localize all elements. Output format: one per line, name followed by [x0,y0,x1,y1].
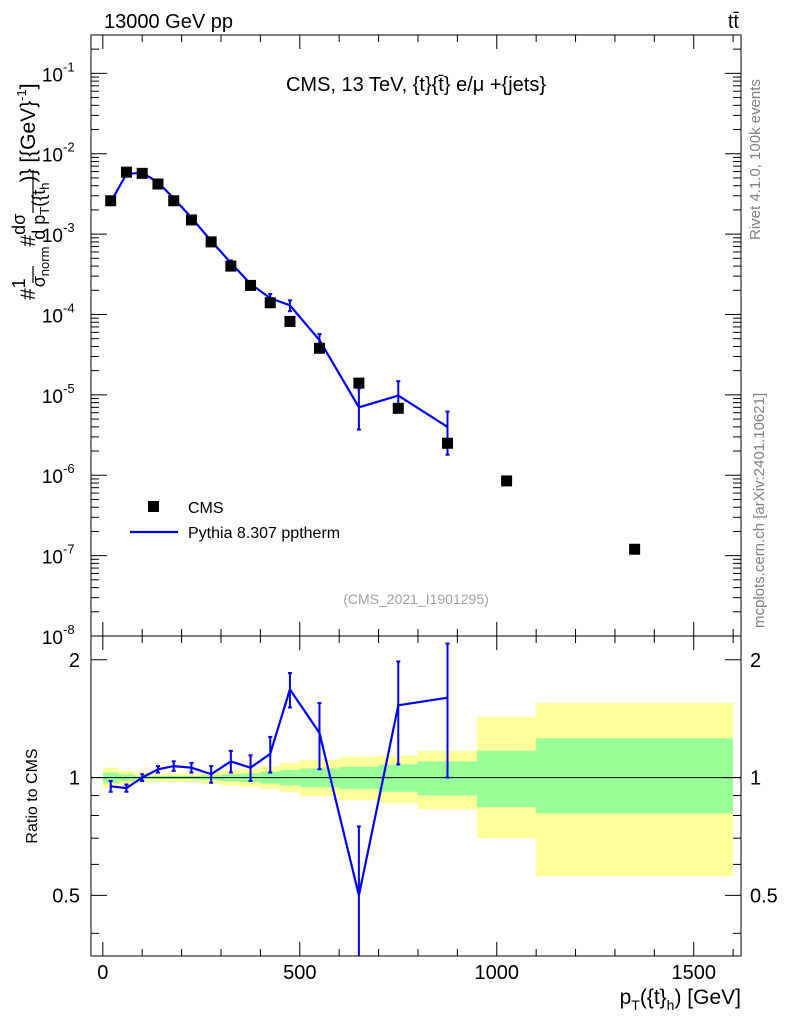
data-point [284,315,296,327]
ylabel-end: ] [17,83,40,89]
main-ticks [91,35,741,637]
ratio-y-tick-label-left: 1 [69,768,80,790]
y-tick-label-exp: -4 [63,300,75,315]
ylabel-frac2-num: dσ [9,214,29,235]
ylabel-frac2-den-tail: ({t [29,190,49,207]
mcplots-label: mcplots.cern.ch [arXiv:2401.10621] [751,393,768,628]
main-ylabel: #1σnorm#dσd pT({th)} [{GeV}-1] [9,83,52,300]
data-point [136,167,148,179]
y-tick-label-exp: -6 [63,461,75,476]
xlabel-mid: ({t} [640,986,667,1009]
mc-line-main [109,171,449,428]
ratio-bands [102,703,734,877]
rivet-label: Rivet 4.1.0, 100k events [747,79,764,240]
ratio-ytick-labels: 0.5 0.5 1 1 2 2 [52,650,778,908]
svg-text:#1σnorm#dσd pT({th)} [{GeV}-1]: #1σnorm#dσd pT({th)} [{GeV}-1] [9,83,52,300]
y-tick-label-exp: -7 [63,542,75,557]
ylabel-frac2-den-tail-sub: h [37,183,52,190]
y-tick-label: 10 [42,548,63,569]
data-point [105,195,117,207]
y-tick-label-exp: -5 [63,381,75,396]
ylabel-frac1-num: 1 [9,278,29,288]
y-tick-label: 10 [42,387,63,408]
legend: CMS Pythia 8.307 pptherm [130,500,340,542]
data-point [629,543,641,555]
data-point [185,214,197,226]
main-frame [90,34,742,637]
data-point [264,297,276,309]
mc-line-ratio [110,686,448,896]
y-tick-label-exp: -1 [63,59,75,74]
analysis-id: (CMS_2021_I1901295) [343,591,489,607]
data-point [225,260,237,272]
x-tick-label: 0 [97,962,108,984]
data-point [205,236,217,248]
y-tick-label: 10 [42,146,63,167]
main-ytick-labels: 10-110-210-310-410-510-610-710-8 [42,59,75,649]
y-tick-label-exp: -2 [63,140,75,155]
y-tick-label: 10 [42,65,63,86]
ratio-y-tick-label-left: 2 [69,650,80,672]
main-title: CMS, 13 TeV, {t}{t̄} e/μ +{jets} [286,74,546,96]
ratio-xlabel: pT({t}h) [GeV] [620,986,741,1013]
ylabel-frac2-den-sub: T [37,207,52,215]
y-tick-label: 10 [42,226,63,247]
xlabel-pre: p [620,986,632,1009]
main-panel: 10-110-210-310-410-510-610-710-8 CMS, 13… [9,34,742,649]
ratio-y-tick-label-right: 0.5 [750,885,778,907]
xlabel-post: ) [GeV] [674,986,741,1009]
xlabel-sub1: T [631,997,640,1013]
ratio-y-tick-label-left: 0.5 [52,885,80,907]
xlabel-sub2: h [667,997,675,1013]
data-point [392,402,404,414]
ylabel-exp: -1 [14,89,29,101]
data-point [442,437,454,449]
ratio-ticks [91,636,741,956]
legend-cms-marker [148,501,159,512]
ylabel-frac1-den: σ [29,276,49,287]
legend-mc-label: Pythia 8.307 pptherm [188,525,340,542]
ylabel-close: )} [{GeV} [17,101,40,183]
ratio-ylabel: Ratio to CMS [24,748,41,843]
data-point [168,195,180,207]
data-markers [105,166,641,555]
x-tick-label: 1500 [671,962,716,984]
header-left: 13000 GeV pp [104,11,233,33]
data-point [353,377,365,389]
legend-cms-label: CMS [188,500,224,517]
y-tick-label-exp: -3 [63,220,75,235]
ratio-xtick-labels: 0 500 1000 1500 [97,962,716,984]
ylabel-frac1-den-sub: norm [37,247,52,277]
data-point [501,475,513,487]
ylabel-mid: # [17,235,40,247]
y-tick-label: 10 [42,628,63,649]
stat-uncertainty-band [477,750,537,808]
ratio-panel: 0.5 0.5 1 1 2 2 0 500 1000 1500 Ratio to CMS pT(… [24,635,778,1013]
x-tick-label: 1000 [475,962,520,984]
ylabel-frac2-den: d p [29,215,49,240]
stat-uncertainty-band [536,738,734,814]
data-point [245,279,257,291]
x-tick-label: 500 [283,962,316,984]
header-right: tt̄ [728,11,740,33]
ylabel-prefix: # [17,288,40,300]
y-tick-label-exp: -8 [63,622,75,637]
y-tick-label: 10 [42,467,63,488]
data-point [313,342,325,354]
y-tick-label: 10 [42,306,63,327]
ratio-frame [90,635,742,957]
data-point [152,178,164,190]
data-point [120,166,132,178]
ratio-y-tick-label-right: 1 [750,768,761,790]
ratio-y-tick-label-right: 2 [750,650,761,672]
